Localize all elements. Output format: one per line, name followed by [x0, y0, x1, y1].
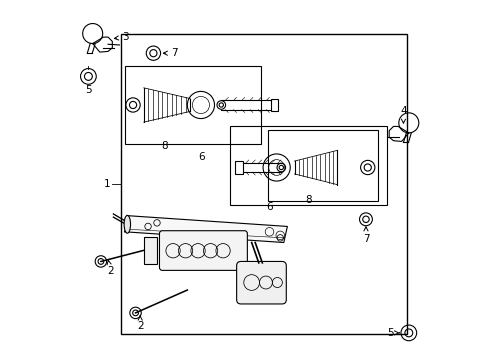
FancyBboxPatch shape [236, 261, 285, 304]
Text: 8: 8 [161, 141, 167, 151]
Text: 7: 7 [163, 48, 178, 58]
Text: 5: 5 [386, 328, 399, 338]
Text: 8: 8 [305, 195, 311, 204]
Ellipse shape [124, 215, 130, 233]
Text: 1: 1 [104, 179, 110, 189]
Bar [124, 66, 260, 144]
Text: 3: 3 [114, 32, 129, 42]
Text: 6: 6 [198, 152, 204, 162]
Text: 2: 2 [107, 260, 114, 276]
Polygon shape [124, 216, 287, 243]
Bar [230, 126, 386, 205]
FancyBboxPatch shape [159, 231, 247, 270]
Bar [143, 237, 157, 264]
Text: 2: 2 [137, 315, 143, 331]
Bar [234, 161, 242, 174]
Bar [121, 33, 406, 334]
Text: 6: 6 [265, 202, 272, 212]
Text: 4: 4 [399, 107, 406, 123]
Text: 5: 5 [85, 85, 92, 95]
Bar [270, 99, 278, 111]
Text: 7: 7 [362, 227, 368, 244]
Bar [267, 130, 378, 202]
